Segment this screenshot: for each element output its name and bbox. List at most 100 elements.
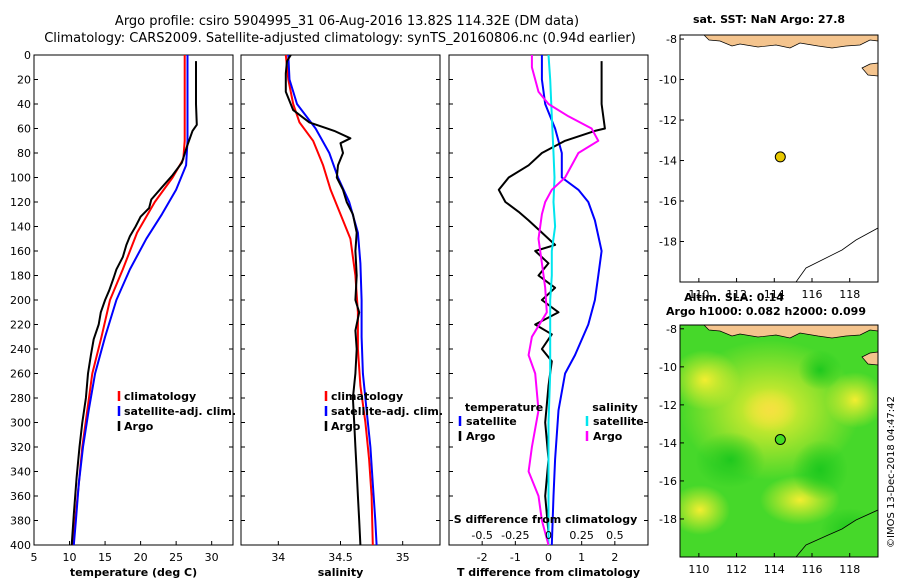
x-tick-label: 5 [31,551,38,564]
y-tick-label: 120 [10,196,31,209]
title-line-2: Climatology: CARS2009. Satellite-adjuste… [44,31,636,46]
legend-temperature-title: temperature [465,401,543,414]
x-tick-label: 0 [545,551,552,564]
y-tick-label: 320 [10,441,31,454]
legend-salinity-title: salinity [592,401,638,414]
salinity-frame [240,54,441,546]
sst-map-frame [679,34,879,283]
map-x-tick-label: 112 [726,563,747,576]
map-y-tick-label: -18 [659,513,677,526]
legend-label: satellite [593,415,644,428]
map-x-tick-label: 114 [764,288,785,301]
y-tick-label: 220 [10,319,31,332]
sst-argo-marker [774,151,786,163]
sla-blob [680,485,730,535]
salinity-series-satellite-adj-clim- [287,54,378,546]
map-y-tick-label: -10 [659,361,677,374]
x-tick-label: 30 [205,551,219,564]
map-x-tick-label: 116 [802,563,823,576]
salinity-series-argo [284,54,362,546]
s-tick-label: -0.5 [471,529,492,542]
x-tick-label: 2 [611,551,618,564]
map-x-tick-label: 110 [688,563,709,576]
y-tick-label: 240 [10,343,31,356]
sla-map-land-north [680,325,878,339]
map-y-tick-label: -8 [666,33,677,46]
title-line-1: Argo profile: csiro 5904995_31 06-Aug-20… [115,14,579,29]
temperature-series-satellite-adj-clim- [72,55,189,546]
x-tick-label: 34.5 [328,551,353,564]
x-tick-label: 25 [169,551,183,564]
x-tick-label: 20 [134,551,148,564]
legend-label: Argo [124,420,154,433]
s-tick-label: 0.5 [606,529,624,542]
s-tick-label: 0.25 [569,529,594,542]
map-y-tick-label: -12 [659,399,677,412]
y-tick-label: 0 [24,49,31,62]
footer-credit: ©IMOS 13-Dec-2018 04:47:42 [886,396,897,548]
sla-blob [742,388,798,432]
difference-xlabel: T difference from climatology [457,566,640,579]
sla-map-frame [679,324,879,558]
x-tick-label: 10 [63,551,77,564]
sst-map-island [861,62,878,77]
map-y-tick-label: -12 [659,114,677,127]
x-tick-label: 35 [396,551,410,564]
y-tick-label: 400 [10,539,31,552]
y-tick-label: 100 [10,172,31,185]
map-y-tick-label: -14 [659,155,677,168]
y-tick-label: 200 [10,294,31,307]
legend-label: satellite-adj. clim. [331,405,443,418]
difference-series-t-argo [497,61,606,545]
sst-map-title: sat. SST: NaN Argo: 27.8 [693,13,845,26]
sst-map: sat. SST: NaN Argo: 27.8 110 112 114 116 118… [659,13,879,301]
map-y-tick-label: -14 [659,437,677,450]
y-tick-label: 180 [10,270,31,283]
salinity-plot: 34 34.5 35 salinity climatology satellite-adj… [240,54,443,579]
legend-label: Argo [331,420,361,433]
temperature-plot: 0 20 40 60 80 100 120 140 160 180 200 220 240 260 280 3… [10,49,236,579]
map-x-tick-label: 114 [764,563,785,576]
difference-series-s-satellite [547,54,557,545]
map-y-tick-label: -10 [659,74,677,87]
legend-label: Argo [466,430,496,443]
s-tick-label: 0 [545,529,552,542]
x-tick-label: -1 [510,551,521,564]
y-tick-label: 40 [17,98,31,111]
y-tick-label: 160 [10,245,31,258]
y-tick-label: 60 [17,123,31,136]
sla-map-subtitle: Argo h1000: 0.082 h2000: 0.099 [666,305,866,318]
sla-map-island [861,351,878,366]
x-tick-label: 15 [98,551,112,564]
x-tick-label: -2 [477,551,488,564]
legend-label: climatology [124,390,196,403]
y-tick-label: 20 [17,74,31,87]
map-x-tick-label: 118 [839,288,860,301]
y-tick-label: 140 [10,221,31,234]
map-x-tick-label: 116 [802,288,823,301]
map-x-tick-label: 112 [726,288,747,301]
map-x-tick-label: 110 [688,288,709,301]
sla-map-title: Altim. SLA: 0.14 [684,291,784,304]
temperature-series-argo [70,61,198,546]
sla-blob [792,440,848,500]
map-y-tick-label: -18 [659,236,677,249]
sla-blob [695,432,765,488]
legend-label: satellite [466,415,517,428]
map-x-tick-label: 118 [839,563,860,576]
map-y-tick-label: -16 [659,475,677,488]
y-tick-label: 340 [10,466,31,479]
y-tick-label: 360 [10,490,31,503]
sst-map-coast-south [795,227,878,282]
y-tick-label: 280 [10,392,31,405]
s-tick-label: -0.25 [501,529,529,542]
sla-blob [825,372,878,428]
sst-map-land-north [680,35,878,49]
sla-blob [680,350,740,410]
legend-label: Argo [593,430,623,443]
map-y-tick-label: -16 [659,195,677,208]
salinity-xlabel: salinity [318,566,364,579]
sla-blob [798,350,842,390]
y-tick-label: 80 [17,147,31,160]
